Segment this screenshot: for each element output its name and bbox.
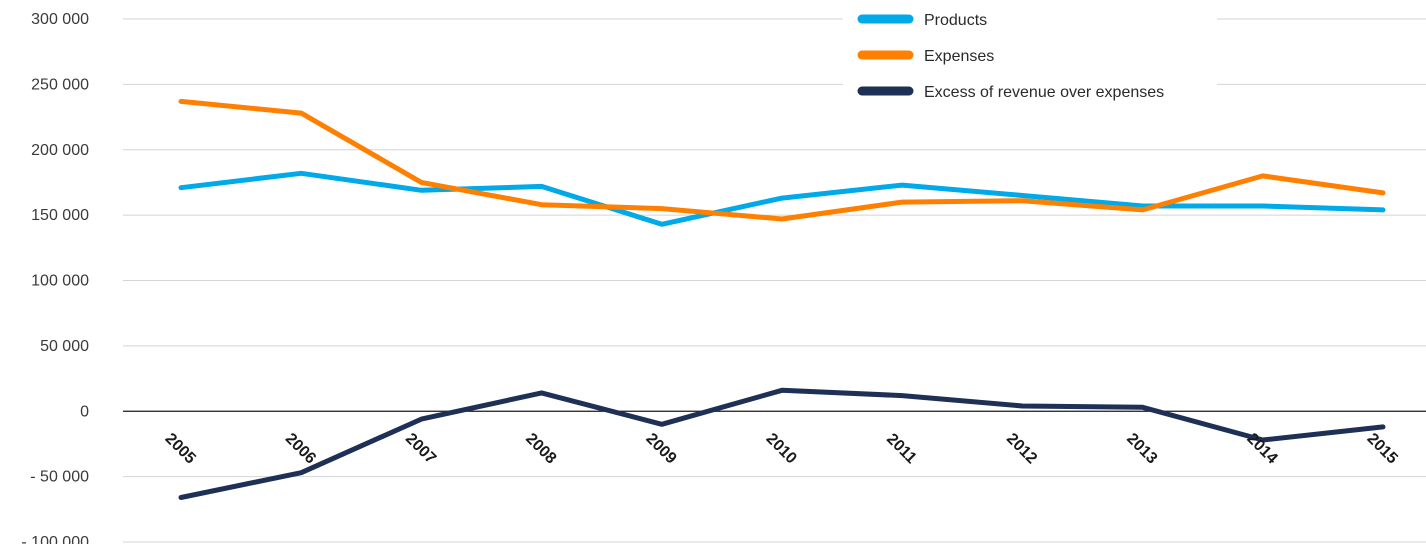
x-tick-label: 2011 [883,431,920,468]
x-tick-label: 2012 [1003,430,1040,467]
legend: Products Expenses Excess of revenue over e… [843,0,1217,101]
x-axis: 2005 2006 2007 2008 2009 2010 2011 2012 2013 2014… [162,430,1401,467]
series-line-excess-of-revenue-over-expenses [178,387,1386,500]
series-line-expenses [178,98,1386,222]
y-tick-label: 300 000 [31,11,89,28]
legend-label: Expenses [924,48,994,65]
x-tick-label: 2009 [642,430,679,467]
series-lines [178,98,1386,500]
y-tick-label: - 100 000 [21,534,89,544]
x-tick-label: 2005 [162,430,199,467]
x-tick-label: 2013 [1123,430,1160,467]
series-line-products [178,170,1386,227]
y-tick-label: 0 [80,403,89,420]
x-tick-label: 2014 [1243,430,1280,467]
x-tick-label: 2006 [282,430,319,467]
x-tick-label: 2007 [402,430,439,467]
y-tick-label: 50 000 [40,338,89,355]
gridlines [123,18,1426,543]
y-tick-label: 150 000 [31,207,89,224]
legend-label: Excess of revenue over expenses [924,84,1164,101]
x-tick-label: 2008 [522,430,559,467]
y-tick-label: 250 000 [31,76,89,93]
y-tick-label: - 50 000 [30,469,89,486]
x-tick-label: 2015 [1364,430,1401,467]
legend-label: Products [924,12,987,29]
y-axis: 300 000 250 000 200 000 150 000 100 000 50 00… [21,11,89,544]
y-tick-label: 100 000 [31,273,89,290]
y-tick-label: 200 000 [31,142,89,159]
x-tick-label: 2010 [763,430,800,467]
